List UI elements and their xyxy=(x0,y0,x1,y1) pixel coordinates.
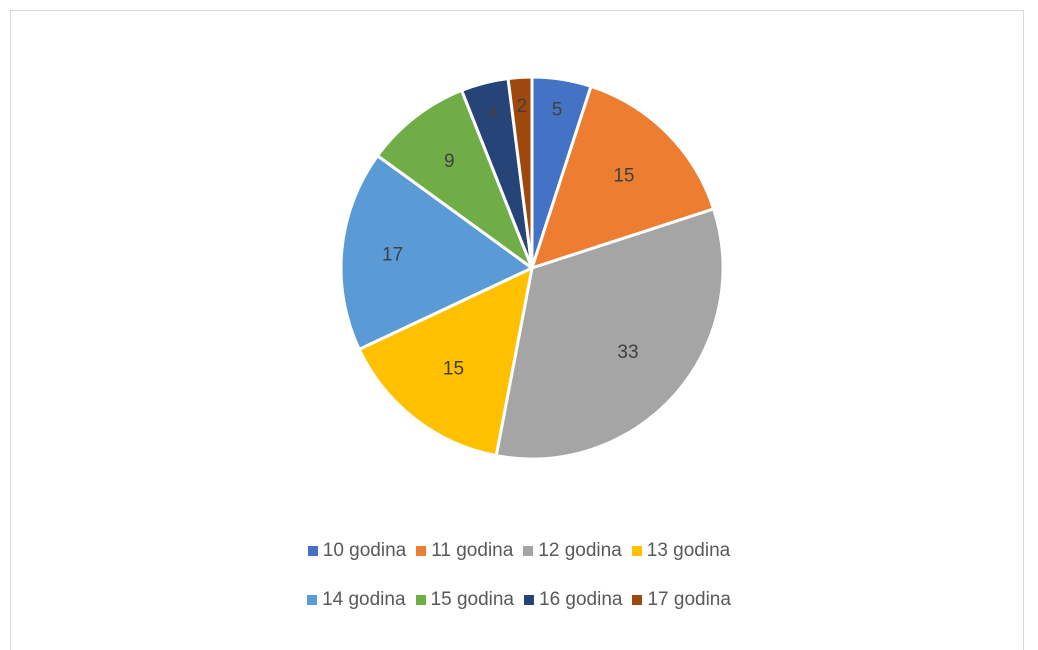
legend-row-1: 10 godina 11 godina 12 godina 13 godina xyxy=(0,538,1038,564)
legend-item-17-godina: 17 godina xyxy=(632,589,731,611)
pie-slice-14-godina xyxy=(339,154,534,351)
pie-slice-12-godina xyxy=(494,207,725,461)
legend-label: 11 godina xyxy=(431,540,514,561)
data-label-12-godina: 33 xyxy=(617,342,638,363)
pie-chart: 5 15 33 15 17 9 4 2 xyxy=(339,75,725,461)
legend-swatch-icon xyxy=(523,546,534,556)
data-label-11-godina: 15 xyxy=(613,166,634,187)
legend-item-11-godina: 11 godina xyxy=(416,540,513,562)
pie-data-labels: 5 15 33 15 17 9 4 2 xyxy=(382,96,639,380)
legend-label: 17 godina xyxy=(647,589,731,610)
legend-label: 16 godina xyxy=(539,589,623,610)
pie-slice-13-godina xyxy=(357,266,534,458)
pie-slice-15-godina xyxy=(375,88,534,270)
data-label-10-godina: 5 xyxy=(552,100,563,121)
legend-swatch-icon xyxy=(524,595,534,605)
legend-item-12-godina: 12 godina xyxy=(523,540,622,562)
legend-swatch-icon xyxy=(415,595,426,605)
data-label-14-godina: 17 xyxy=(382,244,403,265)
legend-item-15-godina: 15 godina xyxy=(415,589,514,611)
pie-slice-17-godina xyxy=(506,75,534,270)
data-label-13-godina: 15 xyxy=(443,359,464,380)
data-label-16-godina: 4 xyxy=(487,103,498,124)
legend-row-2: 14 godina 15 godina 16 godina 17 godina xyxy=(0,587,1038,613)
legend-swatch-icon xyxy=(632,595,643,605)
legend-item-14-godina: 14 godina xyxy=(307,589,406,611)
legend-swatch-icon xyxy=(307,546,318,556)
legend-label: 13 godina xyxy=(646,540,731,561)
legend-label: 10 godina xyxy=(322,540,407,561)
legend-label: 12 godina xyxy=(538,540,622,561)
legend-item-13-godina: 13 godina xyxy=(631,540,731,562)
legend-item-10-godina: 10 godina xyxy=(307,540,407,562)
legend-swatch-icon xyxy=(416,546,427,556)
data-label-17-godina: 2 xyxy=(517,96,528,117)
legend-label: 15 godina xyxy=(430,589,514,610)
pie-slices xyxy=(339,75,725,461)
legend-label: 14 godina xyxy=(322,589,406,610)
legend-swatch-icon xyxy=(307,595,318,605)
legend-swatch-icon xyxy=(631,546,642,556)
legend-item-16-godina: 16 godina xyxy=(524,589,622,611)
data-label-15-godina: 9 xyxy=(444,151,455,172)
